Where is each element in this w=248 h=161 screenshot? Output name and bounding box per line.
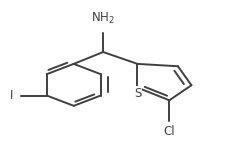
Text: NH2: NH2	[91, 13, 116, 26]
Text: NH$_2$: NH$_2$	[91, 11, 115, 26]
Text: I: I	[9, 89, 13, 102]
Text: S: S	[134, 87, 141, 100]
Text: I: I	[9, 89, 13, 102]
Text: Cl: Cl	[163, 125, 175, 138]
Text: Cl: Cl	[163, 125, 175, 138]
Text: S: S	[134, 87, 141, 100]
